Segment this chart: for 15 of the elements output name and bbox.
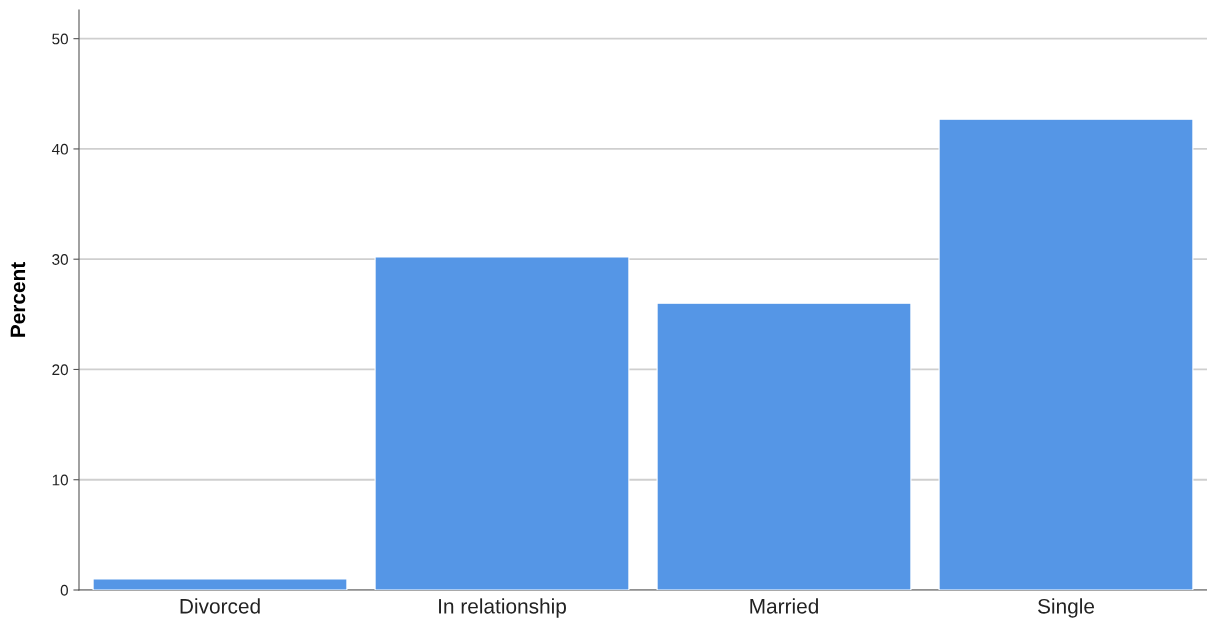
y-tick-label: 50 [52,33,68,45]
x-tick-label: Married [750,598,818,614]
bar [938,118,1194,590]
y-tick-label: 30 [52,254,68,265]
x-tick-label: Single [1037,598,1095,618]
y-tick-label: 0 [60,584,68,596]
y-tick-label: 40 [51,143,68,155]
bar [92,578,348,590]
x-tick-label: In relationship [439,598,566,618]
y-tick-label: 10 [52,474,68,486]
bar [374,256,630,590]
y-axis-title: Percent [10,262,26,337]
bar [656,302,912,590]
y-tick-label: 20 [52,364,68,376]
x-tick-label: Divorced [180,598,260,614]
